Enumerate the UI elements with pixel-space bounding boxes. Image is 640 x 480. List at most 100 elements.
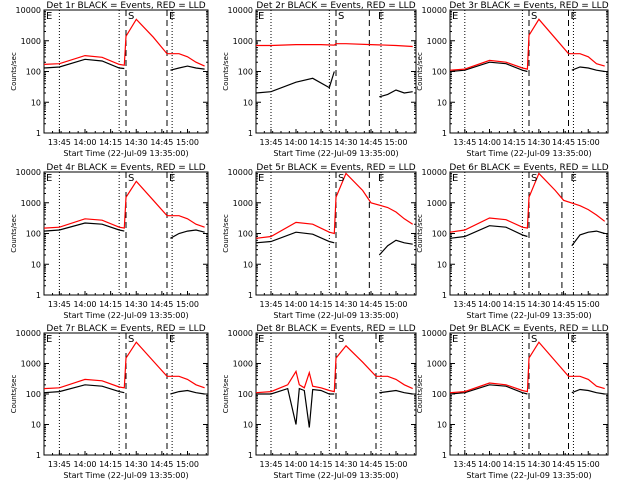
x-tick-label: 14:00 <box>284 460 307 469</box>
x-axis-label: Start Time (22-Jul-09 13:35:00) <box>273 149 398 158</box>
y-tick-label: 10 <box>243 421 253 430</box>
y-tick-label: 1 <box>36 451 41 460</box>
panel-title: Det 5r BLACK = Events, RED = LLD <box>256 163 415 173</box>
phase-marker-label: S <box>128 334 134 345</box>
y-tick-label: 100 <box>26 230 41 239</box>
series-line-lld <box>449 172 606 233</box>
y-tick-label: 10 <box>437 98 447 107</box>
phase-marker-label: S <box>338 11 344 22</box>
phase-marker-label: S <box>531 173 537 184</box>
x-tick-label: 14:30 <box>125 138 148 147</box>
x-tick-label: 15:00 <box>176 300 199 309</box>
x-tick-label: 14:15 <box>503 300 526 309</box>
y-tick-label: 1 <box>248 451 253 460</box>
series-line-events <box>449 384 528 395</box>
x-tick-label: 15:00 <box>577 138 600 147</box>
series-line-lld <box>255 344 413 394</box>
panel-title: Det 3r BLACK = Events, RED = LLD <box>449 1 608 11</box>
y-tick-label: 1000 <box>427 360 447 369</box>
x-tick-label: 13:45 <box>453 300 476 309</box>
x-tick-label: 14:45 <box>552 460 575 469</box>
panel-title: Det 4r BLACK = Events, RED = LLD <box>46 163 205 173</box>
y-tick-label: 10000 <box>228 329 253 338</box>
panel-det-6: Det 6r BLACK = Events, RED = LLD 1 10 100 10… <box>416 163 609 320</box>
series-line-events <box>379 89 413 98</box>
x-axis-label: Start Time (22-Jul-09 13:35:00) <box>466 149 591 158</box>
y-tick-label: 100 <box>26 390 41 399</box>
x-tick-label: 14:15 <box>503 460 526 469</box>
phase-marker-label: E <box>46 173 52 184</box>
x-tick-label: 13:45 <box>48 138 71 147</box>
x-tick-label: 13:45 <box>259 300 282 309</box>
x-axis-label: Start Time (22-Jul-09 13:35:00) <box>273 311 398 320</box>
x-tick-label: 14:45 <box>150 300 173 309</box>
y-axis-label: Counts/sec <box>416 214 424 253</box>
x-tick-label: 15:00 <box>577 300 600 309</box>
x-tick-label: 14:15 <box>309 460 332 469</box>
y-tick-label: 10 <box>243 260 253 269</box>
x-tick-label: 14:45 <box>150 138 173 147</box>
panel-det-7: Det 7r BLACK = Events, RED = LLD 1 10 100 10… <box>10 324 209 480</box>
y-tick-label: 10 <box>31 260 41 269</box>
panel-det-8: Det 8r BLACK = Events, RED = LLD 1 10 100 10… <box>222 324 417 480</box>
phase-marker-label: E <box>169 173 175 184</box>
phase-marker-label: E <box>378 173 384 184</box>
y-tick-label: 10000 <box>422 329 447 338</box>
series-line-events <box>379 389 413 395</box>
x-tick-label: 14:00 <box>478 300 501 309</box>
panel-title: Det 8r BLACK = Events, RED = LLD <box>256 324 415 334</box>
x-tick-label: 14:30 <box>334 138 357 147</box>
y-tick-label: 1 <box>442 451 447 460</box>
panel-title: Det 2r BLACK = Events, RED = LLD <box>256 1 415 11</box>
phase-marker-label: E <box>46 334 52 345</box>
phase-marker-label: S <box>338 334 344 345</box>
x-tick-label: 13:45 <box>259 138 282 147</box>
x-tick-label: 14:30 <box>527 460 550 469</box>
x-axis-label: Start Time (22-Jul-09 13:35:00) <box>466 311 591 320</box>
x-tick-label: 14:15 <box>99 138 122 147</box>
y-tick-label: 10000 <box>16 168 41 177</box>
y-axis-label: Counts/sec <box>10 52 18 91</box>
y-tick-label: 1000 <box>233 37 253 46</box>
series-line-events <box>571 388 605 395</box>
phase-marker-label: E <box>571 11 577 22</box>
panel-title: Det 6r BLACK = Events, RED = LLD <box>449 163 608 173</box>
y-axis-label: Counts/sec <box>416 375 424 414</box>
panel-det-5: Det 5r BLACK = Events, RED = LLD 1 10 100 10… <box>222 163 417 320</box>
series-line-events <box>571 230 605 247</box>
y-tick-label: 100 <box>432 390 447 399</box>
y-tick-label: 1000 <box>427 199 447 208</box>
phase-marker-label: S <box>531 11 537 22</box>
y-tick-label: 100 <box>26 68 41 77</box>
x-axis-label: Start Time (22-Jul-09 13:35:00) <box>63 149 188 158</box>
series-line-events <box>256 387 335 428</box>
y-axis-label: Counts/sec <box>10 375 18 414</box>
y-tick-label: 1 <box>248 129 253 138</box>
x-tick-label: 15:00 <box>384 300 407 309</box>
x-tick-label: 15:00 <box>384 138 407 147</box>
series-line-events <box>449 61 528 73</box>
x-tick-label: 14:45 <box>552 300 575 309</box>
y-tick-label: 1 <box>36 129 41 138</box>
panel-title: Det 9r BLACK = Events, RED = LLD <box>449 324 608 334</box>
x-tick-label: 14:00 <box>73 460 96 469</box>
y-tick-label: 1000 <box>233 360 253 369</box>
panel-det-2: Det 2r BLACK = Events, RED = LLD 1 10 100 10… <box>222 1 417 158</box>
y-axis-label: Counts/sec <box>222 375 230 414</box>
x-tick-label: 14:00 <box>478 138 501 147</box>
panel-det-1: Det 1r BLACK = Events, RED = LLD 1 10 100 10… <box>10 1 209 158</box>
y-tick-label: 1 <box>248 291 253 300</box>
y-tick-label: 1000 <box>427 37 447 46</box>
x-tick-label: 13:45 <box>48 460 71 469</box>
y-tick-label: 1000 <box>21 199 41 208</box>
phase-marker-label: E <box>258 11 264 22</box>
y-tick-label: 1000 <box>21 37 41 46</box>
phase-marker-label: E <box>258 334 264 345</box>
series-line-events <box>449 225 528 239</box>
panel-det-9: Det 9r BLACK = Events, RED = LLD 1 10 100 10… <box>416 324 609 480</box>
y-tick-label: 100 <box>432 230 447 239</box>
x-axis-label: Start Time (22-Jul-09 13:35:00) <box>63 311 188 320</box>
panel-det-3: Det 3r BLACK = Events, RED = LLD 1 10 100 10… <box>416 1 609 158</box>
phase-marker-label: S <box>128 173 134 184</box>
